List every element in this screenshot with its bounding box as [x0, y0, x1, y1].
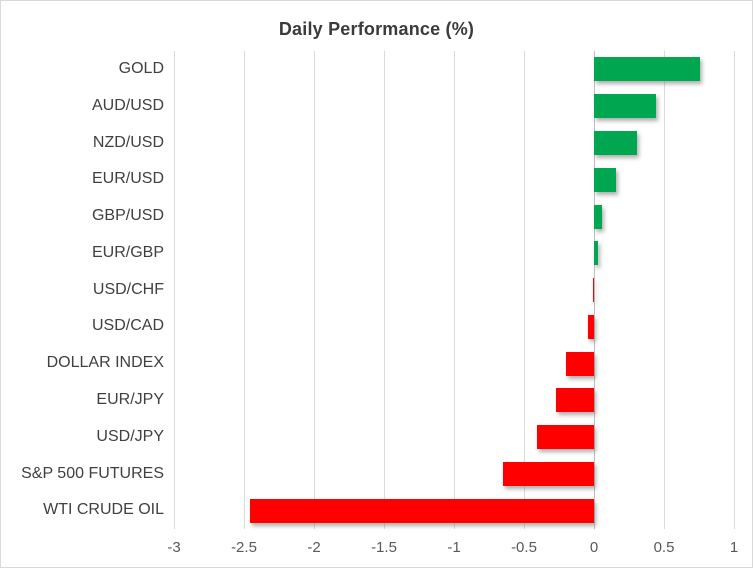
category-label-eur-jpy: EUR/JPY: [96, 390, 164, 408]
bar-s-p-500-futures: [503, 461, 594, 486]
bar-usd-chf: [592, 278, 594, 302]
category-label-wti-crude-oil: WTI CRUDE OIL: [43, 501, 164, 519]
category-label-gbp-usd: GBP/USD: [91, 207, 164, 225]
category-label-nzd-usd: NZD/USD: [92, 133, 164, 151]
category-label-dollar-index: DOLLAR INDEX: [46, 354, 164, 372]
category-label-usd-chf: USD/CHF: [92, 280, 164, 298]
bar-nzd-usd: [594, 130, 638, 155]
category-label-eur-usd: EUR/USD: [91, 170, 164, 188]
gridline: [314, 51, 315, 529]
gridline: [384, 51, 385, 529]
bar-eur-gbp: [594, 241, 599, 266]
plot-area: [174, 51, 735, 529]
category-axis: GOLD AUD/USD NZD/USD EUR/USD GBP/USD EUR/GBP U…: [1, 1, 164, 567]
x-tick-label: -1: [447, 539, 461, 556]
category-label-s-p-500-futures: S&P 500 FUTURES: [21, 464, 164, 482]
x-tick-label: -2: [307, 539, 321, 556]
chart-title: Daily Performance (%): [278, 19, 475, 39]
bar-gold: [594, 57, 701, 82]
category-label-eur-gbp: EUR/GBP: [91, 243, 164, 261]
x-tick-label: 1: [729, 539, 739, 556]
bar-eur-jpy: [556, 388, 594, 413]
x-tick-label: -1.5: [371, 539, 397, 556]
gridline: [454, 51, 455, 529]
category-label-usd-jpy: USD/JPY: [96, 427, 164, 445]
bar-dollar-index: [566, 351, 594, 376]
gridline: [174, 51, 175, 529]
x-tick-label: -2.5: [231, 539, 257, 556]
zero-axis-line: [594, 51, 595, 529]
gridline: [524, 51, 525, 529]
category-label-usd-cad: USD/CAD: [91, 317, 164, 335]
x-tick-label: -0.5: [511, 539, 537, 556]
x-tick-label: -3: [167, 539, 181, 556]
gridline: [244, 51, 245, 529]
gridline: [664, 51, 665, 529]
category-label-aud-usd: AUD/USD: [91, 96, 164, 114]
bar-usd-jpy: [536, 425, 594, 450]
gridline: [734, 51, 735, 529]
bar-wti-crude-oil: [249, 498, 594, 523]
x-tick-label: 0: [589, 539, 599, 556]
bar-eur-usd: [594, 167, 617, 192]
x-tick-label: 0.5: [653, 539, 675, 556]
bar-usd-cad: [588, 314, 594, 339]
category-label-gold: GOLD: [118, 60, 164, 77]
bar-gbp-usd: [594, 204, 603, 229]
bar-aud-usd: [594, 94, 656, 119]
